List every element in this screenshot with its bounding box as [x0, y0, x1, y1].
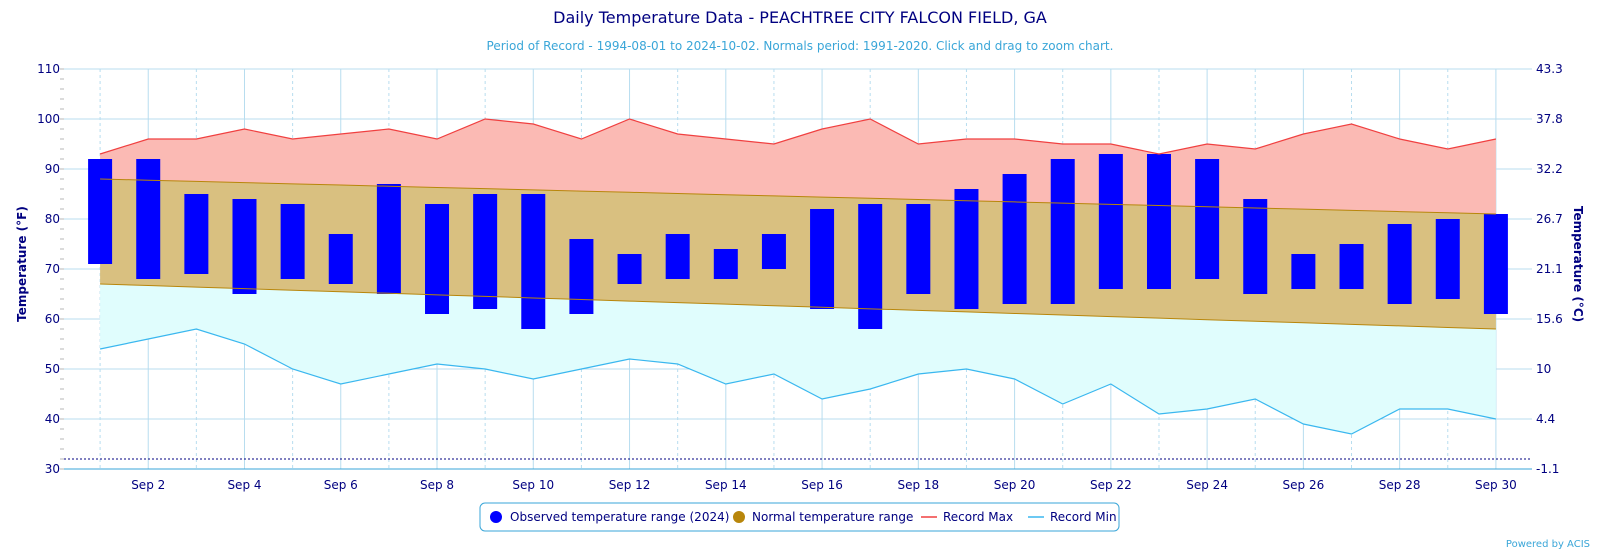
y-tick-label-left: 40	[45, 412, 60, 426]
observed-bar	[954, 189, 979, 309]
observed-bar	[88, 159, 113, 264]
legend-observed-label: Observed temperature range (2024)	[510, 510, 729, 524]
y-tick-label-right: 37.8	[1536, 112, 1563, 126]
record-max-area	[100, 119, 1496, 214]
observed-bar	[1435, 219, 1460, 299]
y-axis-title-right: Temperature (°C)	[1571, 206, 1585, 322]
legend-item-record-max[interactable]: Record Max	[921, 510, 1013, 524]
x-tick-label: Sep 16	[801, 478, 843, 492]
legend-normal-marker	[733, 511, 745, 523]
observed-bar	[665, 234, 690, 279]
y-tick-label-right: 32.2	[1536, 162, 1563, 176]
observed-bar	[761, 234, 786, 269]
observed-bar	[232, 199, 257, 294]
record-min-line	[99, 328, 1497, 435]
observed-bar	[1050, 159, 1075, 304]
record-min-area	[100, 284, 1496, 434]
observed-bar	[1339, 244, 1364, 289]
y-axis-title-left: Temperature (°F)	[15, 206, 29, 322]
normal-high-line	[100, 178, 1496, 215]
observed-bars	[88, 154, 1508, 329]
x-tick-label: Sep 30	[1475, 478, 1517, 492]
record-max-line	[99, 118, 1497, 155]
y-tick-label-right: 26.7	[1536, 212, 1563, 226]
observed-bar	[136, 159, 161, 279]
normal-range-area	[100, 179, 1496, 329]
normal-low-line	[100, 283, 1496, 330]
y-tick-label-right: 21.1	[1536, 262, 1563, 276]
x-tick-label: Sep 26	[1283, 478, 1325, 492]
observed-bar	[1387, 224, 1412, 304]
legend-item-record-min[interactable]: Record Min	[1028, 510, 1117, 524]
observed-bar	[376, 184, 401, 294]
observed-bar	[1243, 199, 1268, 294]
x-tick-label: Sep 24	[1186, 478, 1228, 492]
x-tick-label: Sep 6	[324, 478, 358, 492]
observed-bar	[858, 204, 883, 329]
observed-bar	[1098, 154, 1123, 289]
x-tick-label: Sep 2	[131, 478, 165, 492]
x-tick-label: Sep 22	[1090, 478, 1132, 492]
axes: Sep 2 Sep 4 Sep 6 Sep 8 Sep 10 Sep 12 Sep 14 Se…	[37, 62, 1563, 492]
y-tick-label-right: 15.6	[1536, 312, 1563, 326]
legend-observed-marker	[490, 511, 502, 523]
observed-bar	[1195, 159, 1220, 279]
legend-item-observed[interactable]: Observed temperature range (2024)	[490, 510, 729, 524]
legend: Observed temperature range (2024) Normal…	[479, 502, 1120, 532]
observed-bar	[184, 194, 209, 274]
observed-bar	[569, 239, 594, 314]
x-tick-label: Sep 18	[897, 478, 939, 492]
legend-item-normal[interactable]: Normal temperature range	[733, 510, 913, 524]
y-tick-label-left: 80	[45, 212, 60, 226]
y-tick-label-left: 30	[45, 462, 60, 476]
x-tick-label: Sep 28	[1379, 478, 1421, 492]
x-tick-label: Sep 4	[227, 478, 261, 492]
x-tick-label: Sep 12	[609, 478, 651, 492]
observed-bar	[810, 209, 835, 309]
y-tick-label-left: 70	[45, 262, 60, 276]
observed-bar	[713, 249, 738, 279]
y-tick-label-left: 50	[45, 362, 60, 376]
x-tick-label: Sep 20	[994, 478, 1036, 492]
chart-title: Daily Temperature Data - PEACHTREE CITY …	[553, 8, 1047, 27]
observed-bar	[1291, 254, 1316, 289]
observed-bar	[906, 204, 931, 294]
y-tick-label-right: -1.1	[1536, 462, 1559, 476]
record-areas	[100, 119, 1496, 434]
observed-bar	[280, 204, 305, 279]
y-tick-label-left: 60	[45, 312, 60, 326]
observed-bar	[617, 254, 642, 284]
observed-bar	[425, 204, 450, 314]
y-tick-label-left: 110	[37, 62, 60, 76]
legend-record-min-label: Record Min	[1050, 510, 1117, 524]
legend-box	[479, 502, 1120, 532]
legend-normal-label: Normal temperature range	[752, 510, 913, 524]
credit-link[interactable]: Powered by ACIS	[1506, 539, 1590, 550]
observed-bar	[1002, 174, 1027, 304]
observed-bar	[328, 234, 353, 284]
observed-bar	[1483, 214, 1508, 314]
y-tick-label-left: 90	[45, 162, 60, 176]
observed-bar	[1146, 154, 1171, 289]
x-tick-label: Sep 14	[705, 478, 747, 492]
y-tick-label-right: 4.4	[1536, 412, 1555, 426]
observed-bar	[521, 194, 546, 329]
x-tick-label: Sep 8	[420, 478, 454, 492]
y-tick-label-left: 100	[37, 112, 60, 126]
record-lines	[64, 118, 1532, 460]
y-tick-label-right: 10	[1536, 362, 1551, 376]
observed-bar	[473, 194, 498, 309]
y-tick-label-right: 43.3	[1536, 62, 1563, 76]
legend-record-max-label: Record Max	[943, 510, 1013, 524]
x-tick-label: Sep 10	[512, 478, 554, 492]
chart-subtitle: Period of Record - 1994-08-01 to 2024-10…	[487, 39, 1114, 53]
